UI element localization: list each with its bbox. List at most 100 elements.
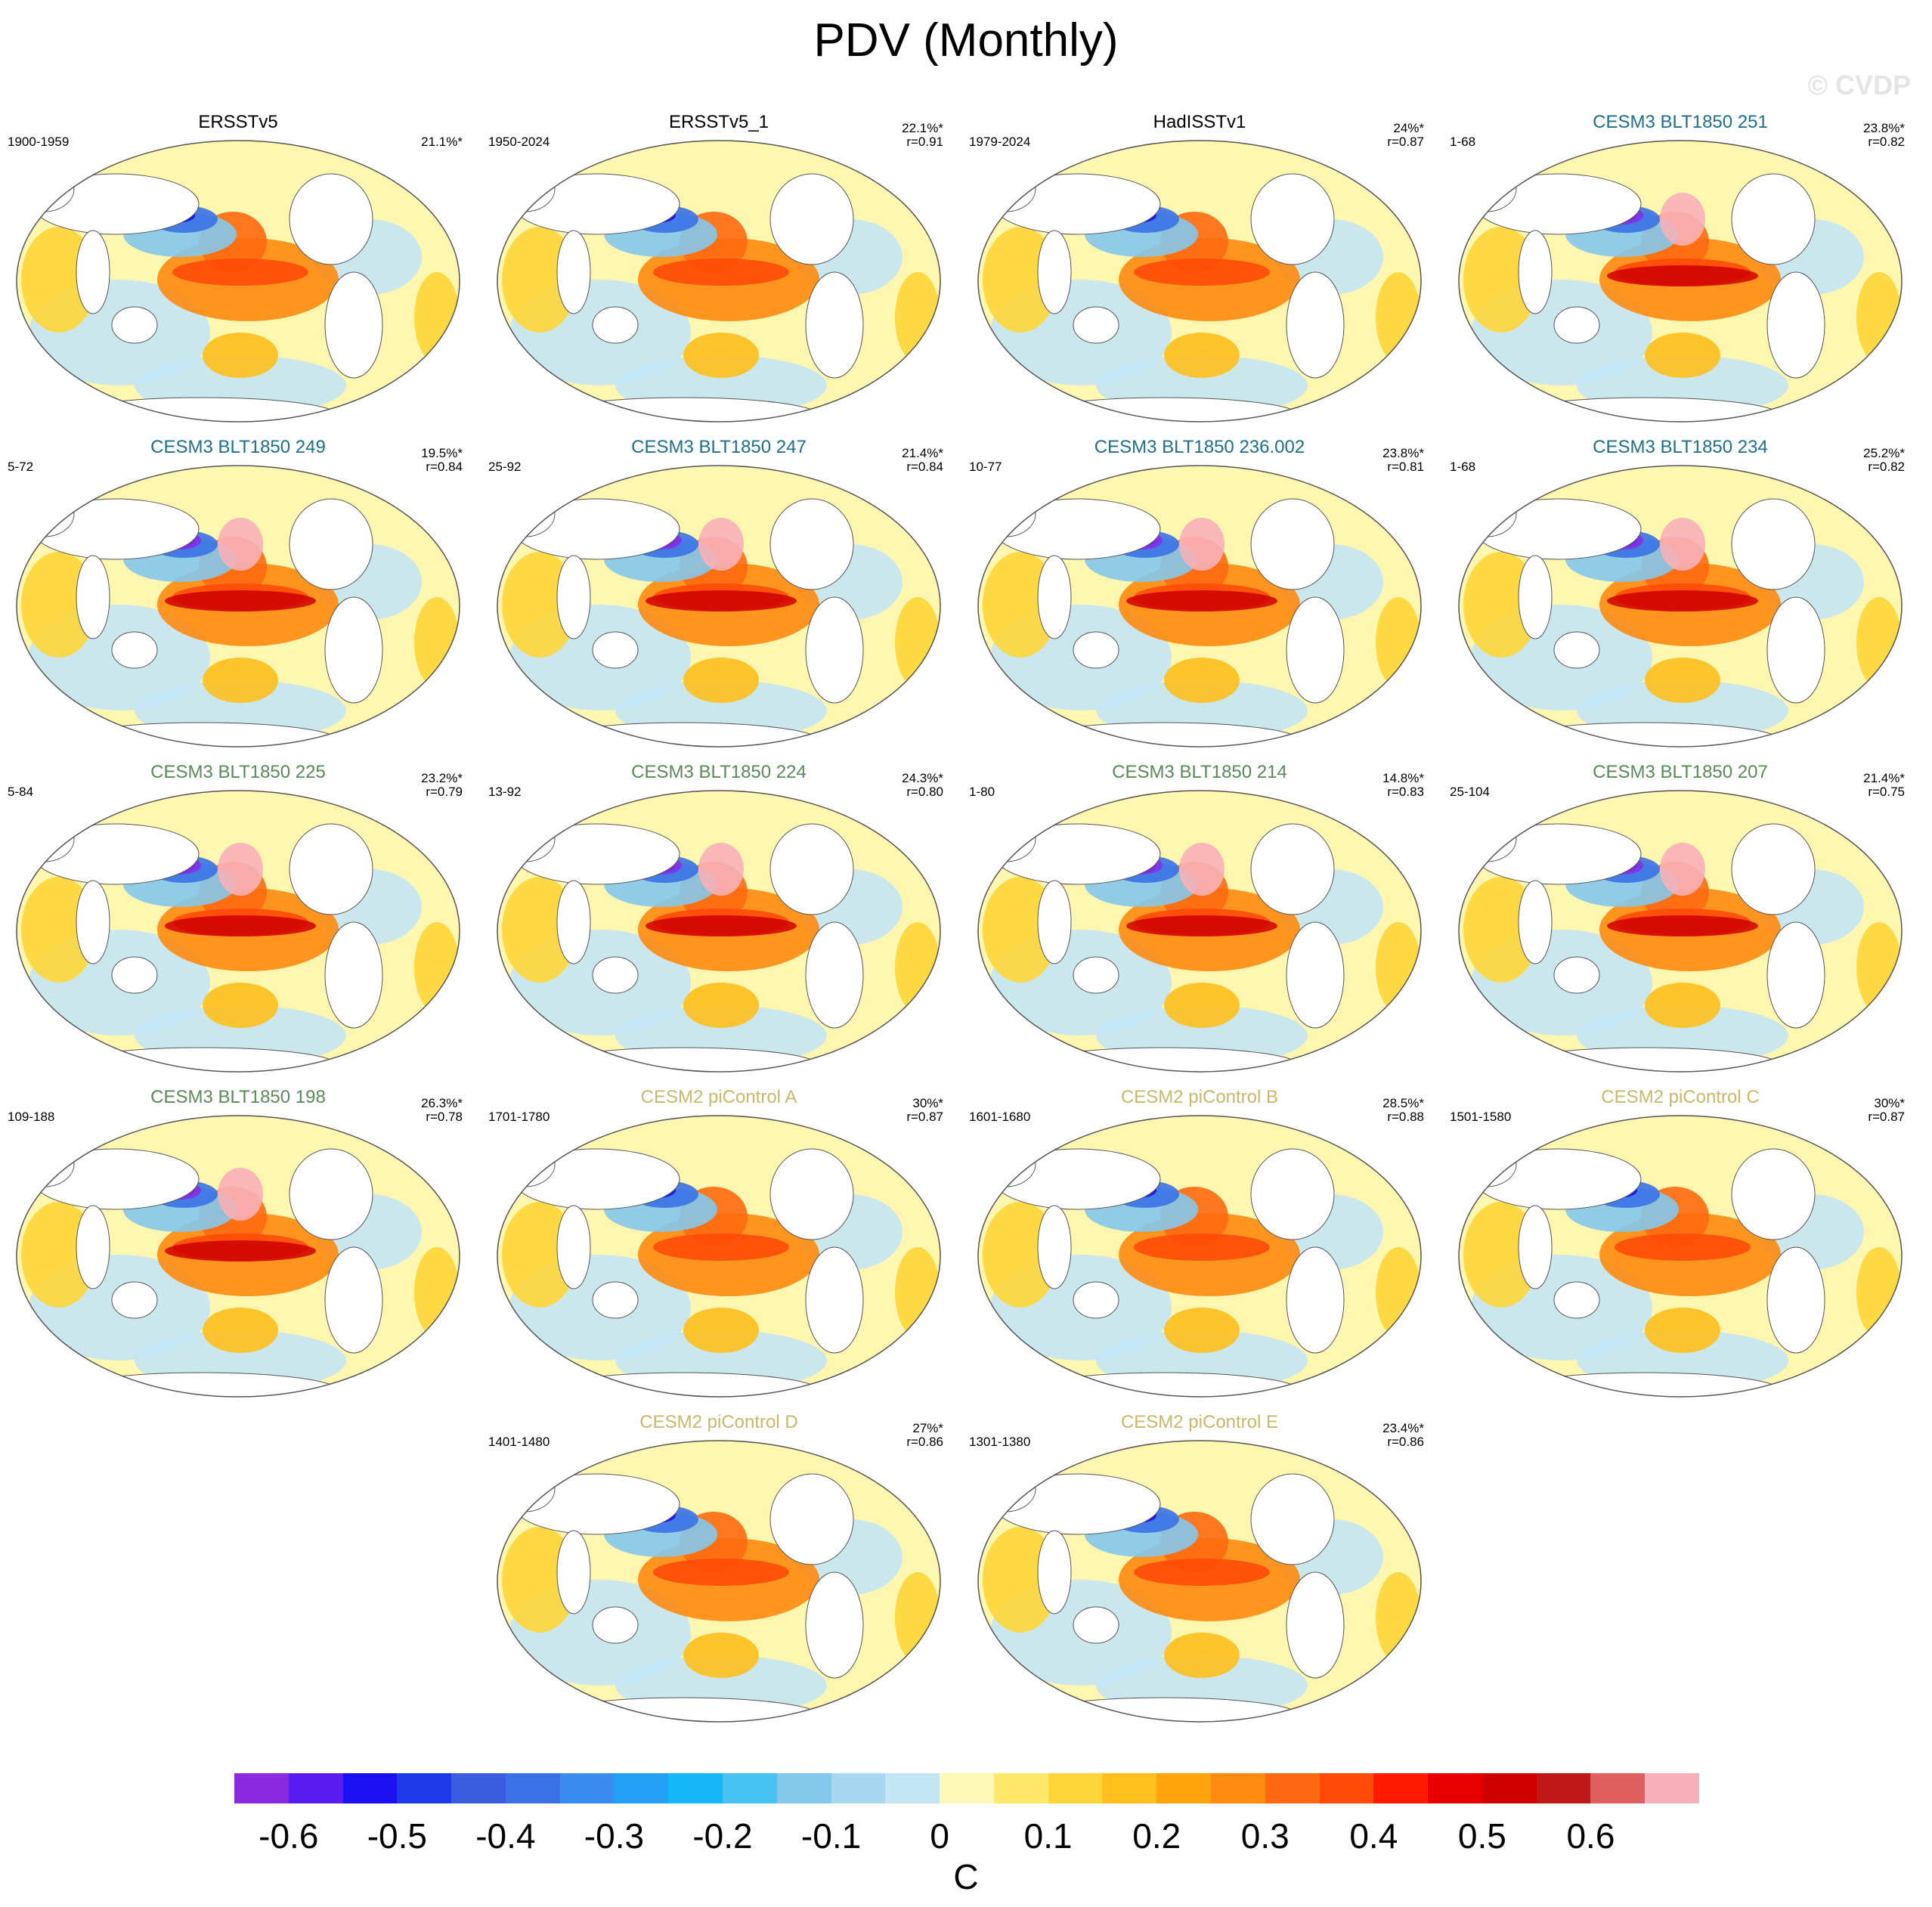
sst-anomaly-map — [977, 1440, 1422, 1723]
panel-pattern-correlation: r=0.80 — [906, 785, 943, 799]
colorbar-swatch — [776, 1773, 832, 1803]
panel-variance-pct: 23.8%* — [1382, 446, 1424, 460]
sst-anomaly-map — [497, 465, 941, 748]
sst-anomaly-map — [16, 140, 460, 423]
colorbar-tick-label: -0.3 — [584, 1816, 645, 1856]
map-panel: ERSSTv5 1900-1959 21.1%* — [8, 112, 469, 431]
colorbar-swatch — [723, 1773, 778, 1803]
panel-pattern-correlation: r=0.88 — [1387, 1110, 1424, 1124]
panel-variance-pct: 28.5%* — [1382, 1096, 1424, 1110]
colorbar-swatch — [1482, 1773, 1537, 1803]
colorbar-swatch — [1211, 1773, 1266, 1803]
panel-title: CESM3 BLT1850 225 — [150, 762, 326, 782]
panel-variance-pct: 27%* — [912, 1421, 943, 1435]
map-panel: CESM2 piControl E 1301-1380 23.4%* r=0.86 — [969, 1412, 1430, 1731]
colorbar-tick-label: 0.3 — [1240, 1816, 1290, 1856]
panel-pattern-correlation: r=0.86 — [1387, 1435, 1424, 1449]
colorbar-swatch — [1373, 1773, 1429, 1803]
panel-variance-pct: 24%* — [1393, 121, 1424, 135]
sst-anomaly-map — [497, 1115, 941, 1398]
panel-period: 1601-1680 — [969, 1110, 1031, 1124]
sst-anomaly-map — [977, 790, 1422, 1073]
panel-period: 25-104 — [1450, 785, 1490, 799]
colorbar-tick-label: 0.1 — [1023, 1816, 1073, 1856]
panel-pattern-correlation: r=0.75 — [1868, 785, 1905, 799]
page-title: PDV (Monthly) — [813, 14, 1119, 67]
panel-title: CESM2 piControl C — [1601, 1087, 1760, 1107]
panel-title: CESM2 piControl B — [1120, 1087, 1279, 1107]
colorbar-tick-label: 0.4 — [1349, 1816, 1398, 1856]
map-panel: CESM3 BLT1850 236.002 10-77 23.8%* r=0.81 — [969, 437, 1430, 756]
sst-anomaly-map — [16, 465, 460, 748]
sst-anomaly-map — [16, 1115, 460, 1398]
colorbar-swatch — [1319, 1773, 1374, 1803]
colorbar-tick-label: -0.2 — [692, 1816, 753, 1856]
panel-variance-pct: 21.4%* — [902, 446, 943, 460]
panel-pattern-correlation: r=0.82 — [1868, 460, 1905, 474]
panel-pattern-correlation: r=0.84 — [906, 460, 943, 474]
panel-variance-pct: 25.2%* — [1863, 446, 1905, 460]
colorbar-tick-label: 0.2 — [1132, 1816, 1181, 1856]
colorbar-tick-label: -0.4 — [475, 1816, 536, 1856]
sst-anomaly-map — [1458, 465, 1903, 748]
panel-variance-pct: 24.3%* — [902, 771, 943, 785]
panel-title: CESM3 BLT1850 234 — [1593, 437, 1768, 457]
watermark: © CVDP — [1807, 70, 1911, 101]
panel-pattern-correlation: r=0.91 — [906, 135, 943, 149]
panel-period: 1979-2024 — [969, 135, 1031, 149]
panel-title: CESM2 piControl A — [640, 1087, 797, 1107]
panel-variance-pct: 26.3%* — [421, 1096, 463, 1110]
colorbar-tick-label: 0.5 — [1457, 1816, 1506, 1856]
map-panel: CESM3 BLT1850 247 25-92 21.4%* r=0.84 — [488, 437, 949, 756]
panel-title: CESM2 piControl E — [1120, 1412, 1279, 1432]
panel-period: 5-72 — [8, 460, 34, 474]
panel-pattern-correlation: r=0.83 — [1387, 785, 1424, 799]
colorbar-swatch — [1265, 1773, 1321, 1803]
panel-period: 1-68 — [1450, 135, 1476, 149]
panel-variance-pct: 19.5%* — [421, 446, 463, 460]
panel-title: ERSSTv5_1 — [668, 112, 769, 132]
panel-pattern-correlation: r=0.86 — [906, 1435, 943, 1449]
panel-variance-pct: 21.4%* — [1863, 771, 1905, 785]
map-panel: CESM2 piControl A 1701-1780 30%* r=0.87 — [488, 1087, 949, 1406]
colorbar-swatch — [1590, 1773, 1646, 1803]
panel-period: 1-80 — [969, 785, 995, 799]
colorbar-swatch — [940, 1773, 995, 1803]
map-panel: CESM3 BLT1850 224 13-92 24.3%* r=0.80 — [488, 762, 949, 1081]
panel-period: 109-188 — [8, 1110, 55, 1124]
panel-title: CESM3 BLT1850 236.002 — [1094, 437, 1305, 457]
sst-anomaly-map — [497, 140, 941, 423]
panel-variance-pct: 21.1%* — [421, 135, 463, 149]
colorbar-tick-label: 0 — [930, 1816, 949, 1856]
panel-pattern-correlation: r=0.87 — [1868, 1110, 1905, 1124]
colorbar-swatch — [234, 1773, 289, 1803]
panel-period: 10-77 — [969, 460, 1002, 474]
colorbar-tick-label: -0.5 — [367, 1816, 427, 1856]
colorbar-swatch — [451, 1773, 506, 1803]
panel-pattern-correlation: r=0.82 — [1868, 135, 1905, 149]
sst-anomaly-map — [977, 1115, 1422, 1398]
colorbar-swatch — [614, 1773, 669, 1803]
colorbar-swatch — [1428, 1773, 1483, 1803]
panel-title: HadISSTv1 — [1153, 112, 1246, 132]
panel-period: 13-92 — [488, 785, 522, 799]
map-panel: CESM2 piControl D 1401-1480 27%* r=0.86 — [488, 1412, 949, 1731]
map-panel: CESM3 BLT1850 251 1-68 23.8%* r=0.82 — [1450, 112, 1911, 431]
panel-title: CESM3 BLT1850 224 — [631, 762, 807, 782]
map-panel: HadISSTv1 1979-2024 24%* r=0.87 — [969, 112, 1430, 431]
sst-anomaly-map — [1458, 790, 1903, 1073]
panel-title: CESM3 BLT1850 251 — [1593, 112, 1768, 132]
panel-variance-pct: 23.2%* — [421, 771, 463, 785]
panel-period: 5-84 — [8, 785, 34, 799]
panel-period: 1950-2024 — [488, 135, 550, 149]
map-panel: ERSSTv5_1 1950-2024 22.1%* r=0.91 — [488, 112, 949, 431]
panel-variance-pct: 14.8%* — [1382, 771, 1424, 785]
panel-period: 1701-1780 — [488, 1110, 550, 1124]
panel-pattern-correlation: r=0.81 — [1387, 460, 1424, 474]
panel-variance-pct: 22.1%* — [902, 121, 943, 135]
panel-variance-pct: 30%* — [912, 1096, 943, 1110]
panel-period: 1900-1959 — [8, 135, 70, 149]
map-panel: CESM2 piControl C 1501-1580 30%* r=0.87 — [1450, 1087, 1911, 1406]
map-panel: CESM3 BLT1850 249 5-72 19.5%* r=0.84 — [8, 437, 469, 756]
panel-pattern-correlation: r=0.87 — [906, 1110, 943, 1124]
